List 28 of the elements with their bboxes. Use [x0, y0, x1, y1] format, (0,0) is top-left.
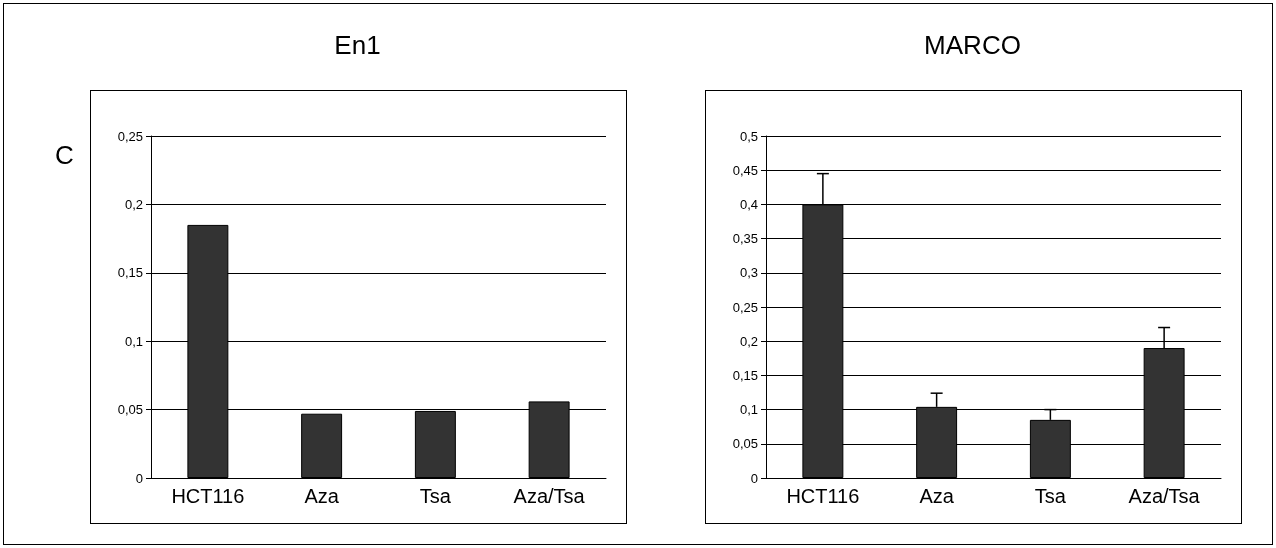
y-tick-label: 0,05 — [117, 402, 143, 418]
x-tick-label: Tsa — [419, 485, 452, 507]
y-tick-label: 0,45 — [732, 162, 758, 178]
y-tick-label: 0 — [135, 470, 143, 486]
y-tick-label: 0,4 — [739, 196, 758, 212]
y-tick-label: 0,15 — [732, 367, 758, 383]
y-tick-label: 0,5 — [739, 128, 758, 144]
x-tick-label: HCT116 — [786, 485, 860, 507]
y-tick-label: 0,2 — [124, 196, 143, 212]
y-tick-label: 0,1 — [739, 402, 758, 418]
x-tick-label: Aza — [919, 485, 955, 507]
x-tick-label: Aza/Tsa — [513, 485, 586, 507]
y-tick-label: 0,25 — [117, 128, 143, 144]
x-tick-label: HCT116 — [171, 485, 245, 507]
chart-title: MARCO — [923, 30, 1022, 61]
y-tick-label: 0,25 — [732, 299, 758, 315]
y-tick-label: 0 — [750, 470, 758, 486]
y-tick-label: 0,2 — [739, 333, 758, 349]
x-tick-label: Aza — [304, 485, 340, 507]
x-tick-label: Tsa — [1034, 485, 1067, 507]
x-tick-label: Aza/Tsa — [1128, 485, 1201, 507]
y-tick-label: 0,1 — [124, 333, 143, 349]
y-tick-label: 0,05 — [732, 436, 758, 452]
y-tick-label: 0,35 — [732, 231, 758, 247]
y-tick-label: 0,15 — [117, 265, 143, 281]
y-tick-label: 0,3 — [739, 265, 758, 281]
chart-title: En1 — [333, 30, 382, 61]
text: C — [55, 140, 74, 171]
